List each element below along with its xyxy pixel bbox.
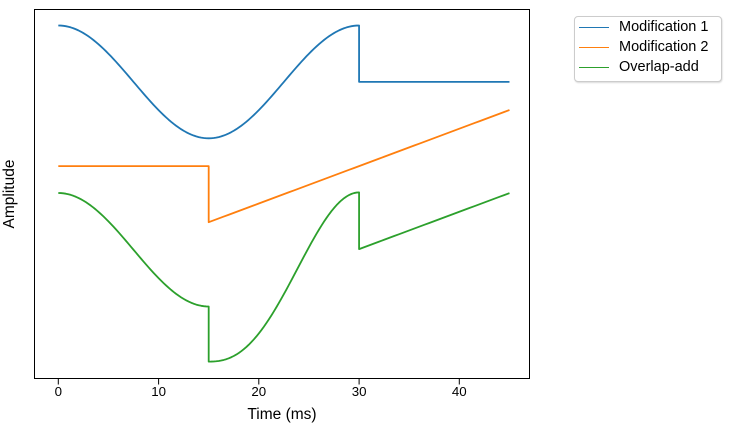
svg-text:30: 30: [352, 384, 367, 399]
svg-text:10: 10: [151, 384, 166, 399]
svg-text:Time (ms): Time (ms): [247, 406, 316, 423]
svg-text:20: 20: [251, 384, 266, 399]
svg-text:40: 40: [452, 384, 467, 399]
svg-text:Amplitude: Amplitude: [1, 160, 18, 229]
svg-text:0: 0: [55, 384, 62, 399]
